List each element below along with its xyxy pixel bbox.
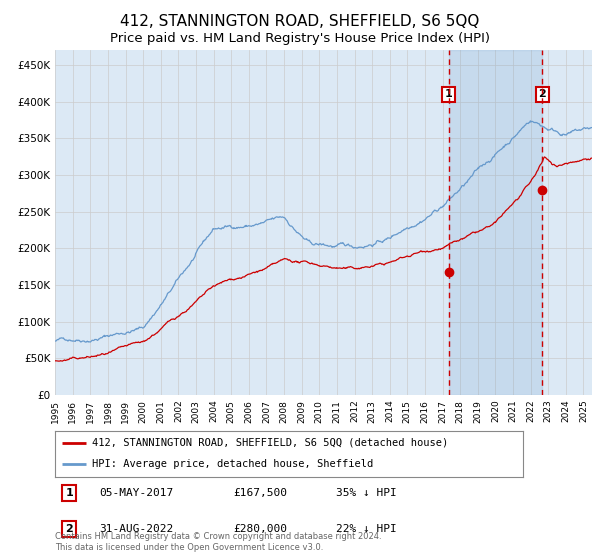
Text: £167,500: £167,500	[233, 488, 287, 498]
Text: 2: 2	[538, 90, 546, 99]
Text: 35% ↓ HPI: 35% ↓ HPI	[336, 488, 397, 498]
Text: 2: 2	[65, 524, 73, 534]
Text: Contains HM Land Registry data © Crown copyright and database right 2024.
This d: Contains HM Land Registry data © Crown c…	[55, 532, 382, 552]
Text: 1: 1	[65, 488, 73, 498]
Text: 412, STANNINGTON ROAD, SHEFFIELD, S6 5QQ (detached house): 412, STANNINGTON ROAD, SHEFFIELD, S6 5QQ…	[92, 438, 448, 447]
Text: Price paid vs. HM Land Registry's House Price Index (HPI): Price paid vs. HM Land Registry's House …	[110, 32, 490, 45]
Text: 22% ↓ HPI: 22% ↓ HPI	[336, 524, 397, 534]
Bar	[449, 50, 542, 395]
Text: 412, STANNINGTON ROAD, SHEFFIELD, S6 5QQ: 412, STANNINGTON ROAD, SHEFFIELD, S6 5QQ	[121, 14, 479, 29]
Text: £280,000: £280,000	[233, 524, 287, 534]
Text: HPI: Average price, detached house, Sheffield: HPI: Average price, detached house, Shef…	[92, 459, 373, 469]
Text: 31-AUG-2022: 31-AUG-2022	[100, 524, 174, 534]
Text: 05-MAY-2017: 05-MAY-2017	[100, 488, 174, 498]
Text: 1: 1	[445, 90, 452, 99]
